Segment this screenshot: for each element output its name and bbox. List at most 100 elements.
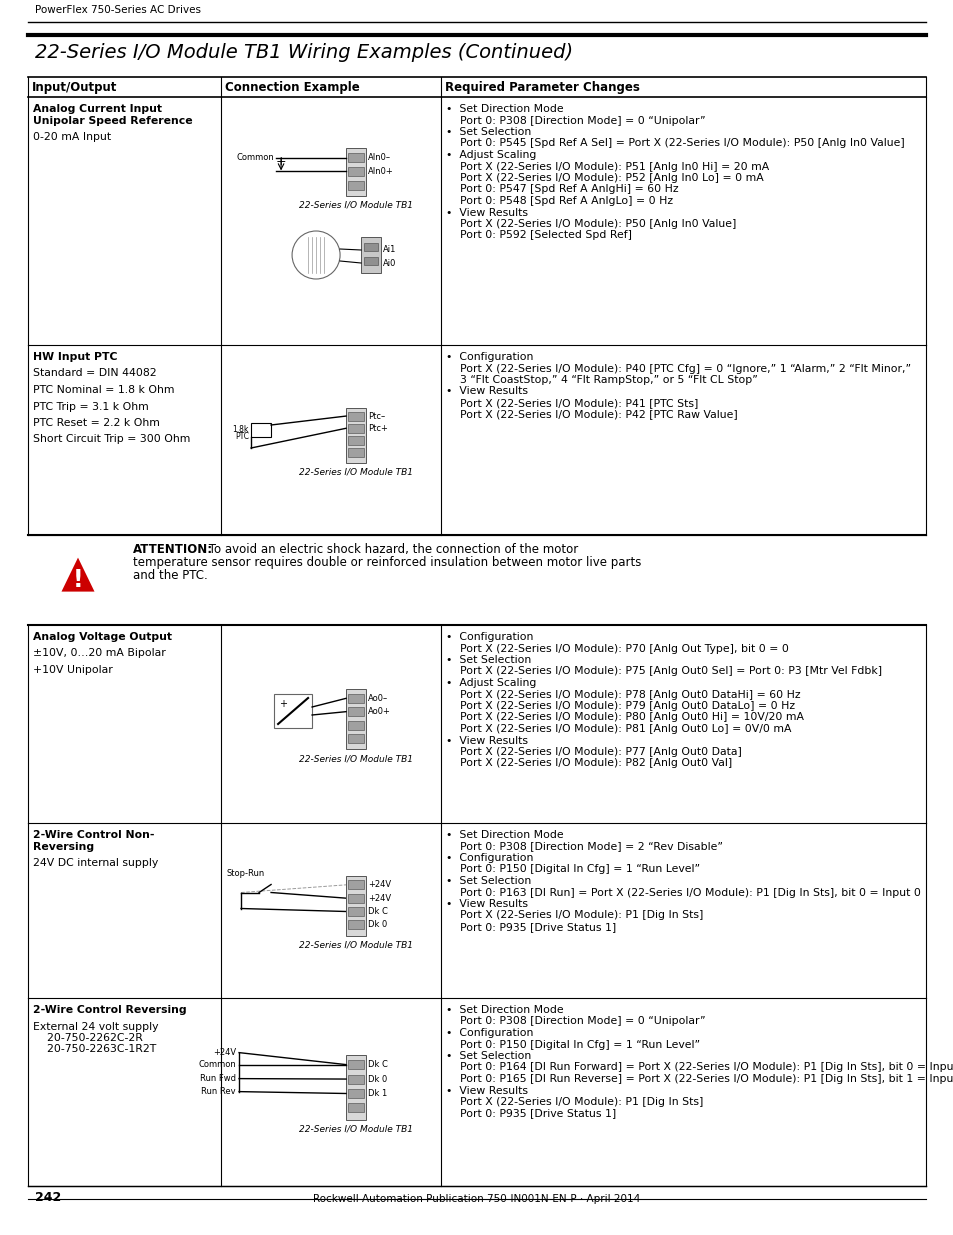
Text: ATTENTION:: ATTENTION: (132, 543, 213, 556)
Bar (348, 1103, 364, 1113)
Text: Port X (22-Series I/O Module): P79 [Anlg Out0 DataLo] = 0 Hz: Port X (22-Series I/O Module): P79 [Anlg… (446, 701, 795, 711)
Bar (348, 448, 364, 457)
Text: Common: Common (198, 1060, 235, 1070)
Text: •  Configuration: • Configuration (446, 1028, 533, 1037)
Bar (364, 243, 377, 251)
Text: 22-Series I/O Module TB1: 22-Series I/O Module TB1 (298, 201, 413, 210)
Text: Port X (22-Series I/O Module): P51 [Anlg In0 Hi] = 20 mA: Port X (22-Series I/O Module): P51 [Anlg… (446, 162, 768, 172)
Text: +24V: +24V (368, 881, 391, 889)
Text: Port 0: P935 [Drive Status 1]: Port 0: P935 [Drive Status 1] (446, 923, 616, 932)
Bar (348, 881, 364, 889)
Text: PTC Reset = 2.2 k Ohm: PTC Reset = 2.2 k Ohm (33, 417, 160, 429)
Text: Port X (22-Series I/O Module): P78 [Anlg Out0 DataHi] = 60 Hz: Port X (22-Series I/O Module): P78 [Anlg… (446, 689, 800, 699)
Text: Ai1: Ai1 (383, 246, 396, 254)
Text: Port 0: P308 [Direction Mode] = 0 “Unipolar”: Port 0: P308 [Direction Mode] = 0 “Unipo… (446, 1016, 705, 1026)
Text: 24V DC internal supply: 24V DC internal supply (33, 858, 158, 868)
Text: •  Set Selection: • Set Selection (446, 127, 531, 137)
Text: Port 0: P545 [Spd Ref A Sel] = Port X (22-Series I/O Module): P50 [Anlg In0 Valu: Port 0: P545 [Spd Ref A Sel] = Port X (2… (446, 138, 903, 148)
Text: •  Set Selection: • Set Selection (446, 1051, 531, 1061)
Text: and the PTC.: and the PTC. (132, 569, 208, 582)
Text: Port 0: P164 [DI Run Forward] = Port X (22-Series I/O Module): P1 [Dig In Sts], : Port 0: P164 [DI Run Forward] = Port X (… (446, 1062, 953, 1072)
Text: Rockwell Automation Publication 750-IN001N-EN-P · April 2014: Rockwell Automation Publication 750-IN00… (313, 1194, 640, 1204)
Bar (348, 734, 364, 742)
Text: 20-750-2263C-1R2T: 20-750-2263C-1R2T (33, 1045, 156, 1055)
Text: Port 0: P935 [Drive Status 1]: Port 0: P935 [Drive Status 1] (446, 1109, 616, 1119)
Bar (348, 1089, 364, 1098)
Text: 20-750-2262C-2R: 20-750-2262C-2R (33, 1032, 143, 1044)
Text: Analog Current Input: Analog Current Input (33, 104, 162, 114)
Text: 22-Series I/O Module TB1: 22-Series I/O Module TB1 (298, 941, 413, 950)
Text: HW Input PTC: HW Input PTC (33, 352, 117, 362)
Text: Port 0: P150 [Digital In Cfg] = 1 “Run Level”: Port 0: P150 [Digital In Cfg] = 1 “Run L… (446, 1040, 700, 1050)
Text: •  View Results: • View Results (446, 207, 528, 217)
Text: 22-Series I/O Module TB1: 22-Series I/O Module TB1 (298, 755, 413, 763)
Text: Port 0: P548 [Spd Ref A AnlgLo] = 0 Hz: Port 0: P548 [Spd Ref A AnlgLo] = 0 Hz (446, 196, 673, 206)
Text: Port X (22-Series I/O Module): P77 [Anlg Out0 Data]: Port X (22-Series I/O Module): P77 [Anlg… (446, 747, 741, 757)
Bar (348, 436, 364, 445)
Bar (348, 920, 364, 929)
Text: temperature sensor requires double or reinforced insulation between motor live p: temperature sensor requires double or re… (132, 556, 640, 569)
Text: Dk 0: Dk 0 (368, 1074, 387, 1083)
Text: Port X (22-Series I/O Module): P50 [Anlg In0 Value]: Port X (22-Series I/O Module): P50 [Anlg… (446, 219, 736, 228)
Text: Analog Voltage Output: Analog Voltage Output (33, 632, 172, 642)
Text: External 24 volt supply: External 24 volt supply (33, 1021, 158, 1031)
Text: Run Rev: Run Rev (201, 1087, 235, 1097)
Text: Unipolar Speed Reference: Unipolar Speed Reference (33, 116, 193, 126)
Text: Port X (22-Series I/O Module): P52 [Anlg In0 Lo] = 0 mA: Port X (22-Series I/O Module): P52 [Anlg… (446, 173, 763, 183)
Text: •  View Results: • View Results (446, 1086, 528, 1095)
Text: •  View Results: • View Results (446, 736, 528, 746)
Text: •  Configuration: • Configuration (446, 352, 533, 362)
Text: Port X (22-Series I/O Module): P42 [PTC Raw Value]: Port X (22-Series I/O Module): P42 [PTC … (446, 410, 737, 420)
Text: Dk C: Dk C (368, 906, 388, 916)
Text: 0-20 mA Input: 0-20 mA Input (33, 132, 111, 142)
Text: 22-Series I/O Module TB1: 22-Series I/O Module TB1 (298, 1125, 413, 1134)
Text: !: ! (72, 568, 83, 592)
Text: Reversing: Reversing (33, 841, 94, 851)
Text: 2-Wire Control Non-: 2-Wire Control Non- (33, 830, 154, 840)
Bar (348, 424, 364, 432)
Bar (274, 694, 312, 727)
Text: 1.8k: 1.8k (233, 425, 249, 433)
Text: Dk C: Dk C (368, 1060, 388, 1070)
Text: PTC Trip = 3.1 k Ohm: PTC Trip = 3.1 k Ohm (33, 401, 149, 411)
Text: Port X (22-Series I/O Module): P40 [PTC Cfg] = 0 “Ignore,” 1 “Alarm,” 2 “Flt Min: Port X (22-Series I/O Module): P40 [PTC … (446, 363, 910, 373)
Text: Port X (22-Series I/O Module): P1 [Dig In Sts]: Port X (22-Series I/O Module): P1 [Dig I… (446, 910, 702, 920)
Text: Short Circuit Trip = 300 Ohm: Short Circuit Trip = 300 Ohm (33, 435, 191, 445)
Polygon shape (61, 557, 94, 592)
Text: +: + (279, 699, 287, 709)
Text: 22-Series I/O Module TB1: 22-Series I/O Module TB1 (298, 468, 413, 477)
Bar (348, 1060, 364, 1070)
Bar (364, 257, 377, 266)
Text: •  Configuration: • Configuration (446, 632, 533, 642)
Text: Ptc+: Ptc+ (368, 424, 388, 432)
Text: +24V: +24V (213, 1049, 235, 1057)
Text: AIn0+: AIn0+ (368, 167, 394, 175)
Text: Port X (22-Series I/O Module): P80 [Anlg Out0 Hi] = 10V/20 mA: Port X (22-Series I/O Module): P80 [Anlg… (446, 713, 803, 722)
Text: Ai0: Ai0 (383, 258, 396, 268)
Text: Dk 0: Dk 0 (368, 920, 387, 929)
Text: +: + (275, 154, 286, 168)
Bar (348, 411, 364, 421)
Text: Port X (22-Series I/O Module): P1 [Dig In Sts]: Port X (22-Series I/O Module): P1 [Dig I… (446, 1097, 702, 1107)
Text: Port X (22-Series I/O Module): P75 [Anlg Out0 Sel] = Port 0: P3 [Mtr Vel Fdbk]: Port X (22-Series I/O Module): P75 [Anlg… (446, 667, 882, 677)
Text: Port X (22-Series I/O Module): P70 [Anlg Out Type], bit 0 = 0: Port X (22-Series I/O Module): P70 [Anlg… (446, 643, 788, 653)
Text: •  Set Direction Mode: • Set Direction Mode (446, 1005, 563, 1015)
Text: Stop-Run: Stop-Run (227, 869, 265, 878)
Bar (346, 148, 366, 196)
Text: AIn0–: AIn0– (368, 153, 391, 162)
Text: Connection Example: Connection Example (225, 82, 359, 94)
Text: •  View Results: • View Results (446, 899, 528, 909)
Text: Port X (22-Series I/O Module): P41 [PTC Sts]: Port X (22-Series I/O Module): P41 [PTC … (446, 398, 698, 408)
Bar (360, 237, 380, 273)
Bar (346, 408, 366, 462)
Text: Required Parameter Changes: Required Parameter Changes (445, 82, 639, 94)
Bar (251, 424, 271, 437)
Bar (348, 708, 364, 716)
Text: Port 0: P308 [Direction Mode] = 0 “Unipolar”: Port 0: P308 [Direction Mode] = 0 “Unipo… (446, 116, 705, 126)
Bar (348, 180, 364, 189)
Text: Port X (22-Series I/O Module): P81 [Anlg Out0 Lo] = 0V/0 mA: Port X (22-Series I/O Module): P81 [Anlg… (446, 724, 791, 734)
Text: Port 0: P308 [Direction Mode] = 2 “Rev Disable”: Port 0: P308 [Direction Mode] = 2 “Rev D… (446, 841, 722, 851)
Text: •  Adjust Scaling: • Adjust Scaling (446, 678, 536, 688)
Bar (346, 1055, 366, 1119)
Bar (348, 167, 364, 175)
